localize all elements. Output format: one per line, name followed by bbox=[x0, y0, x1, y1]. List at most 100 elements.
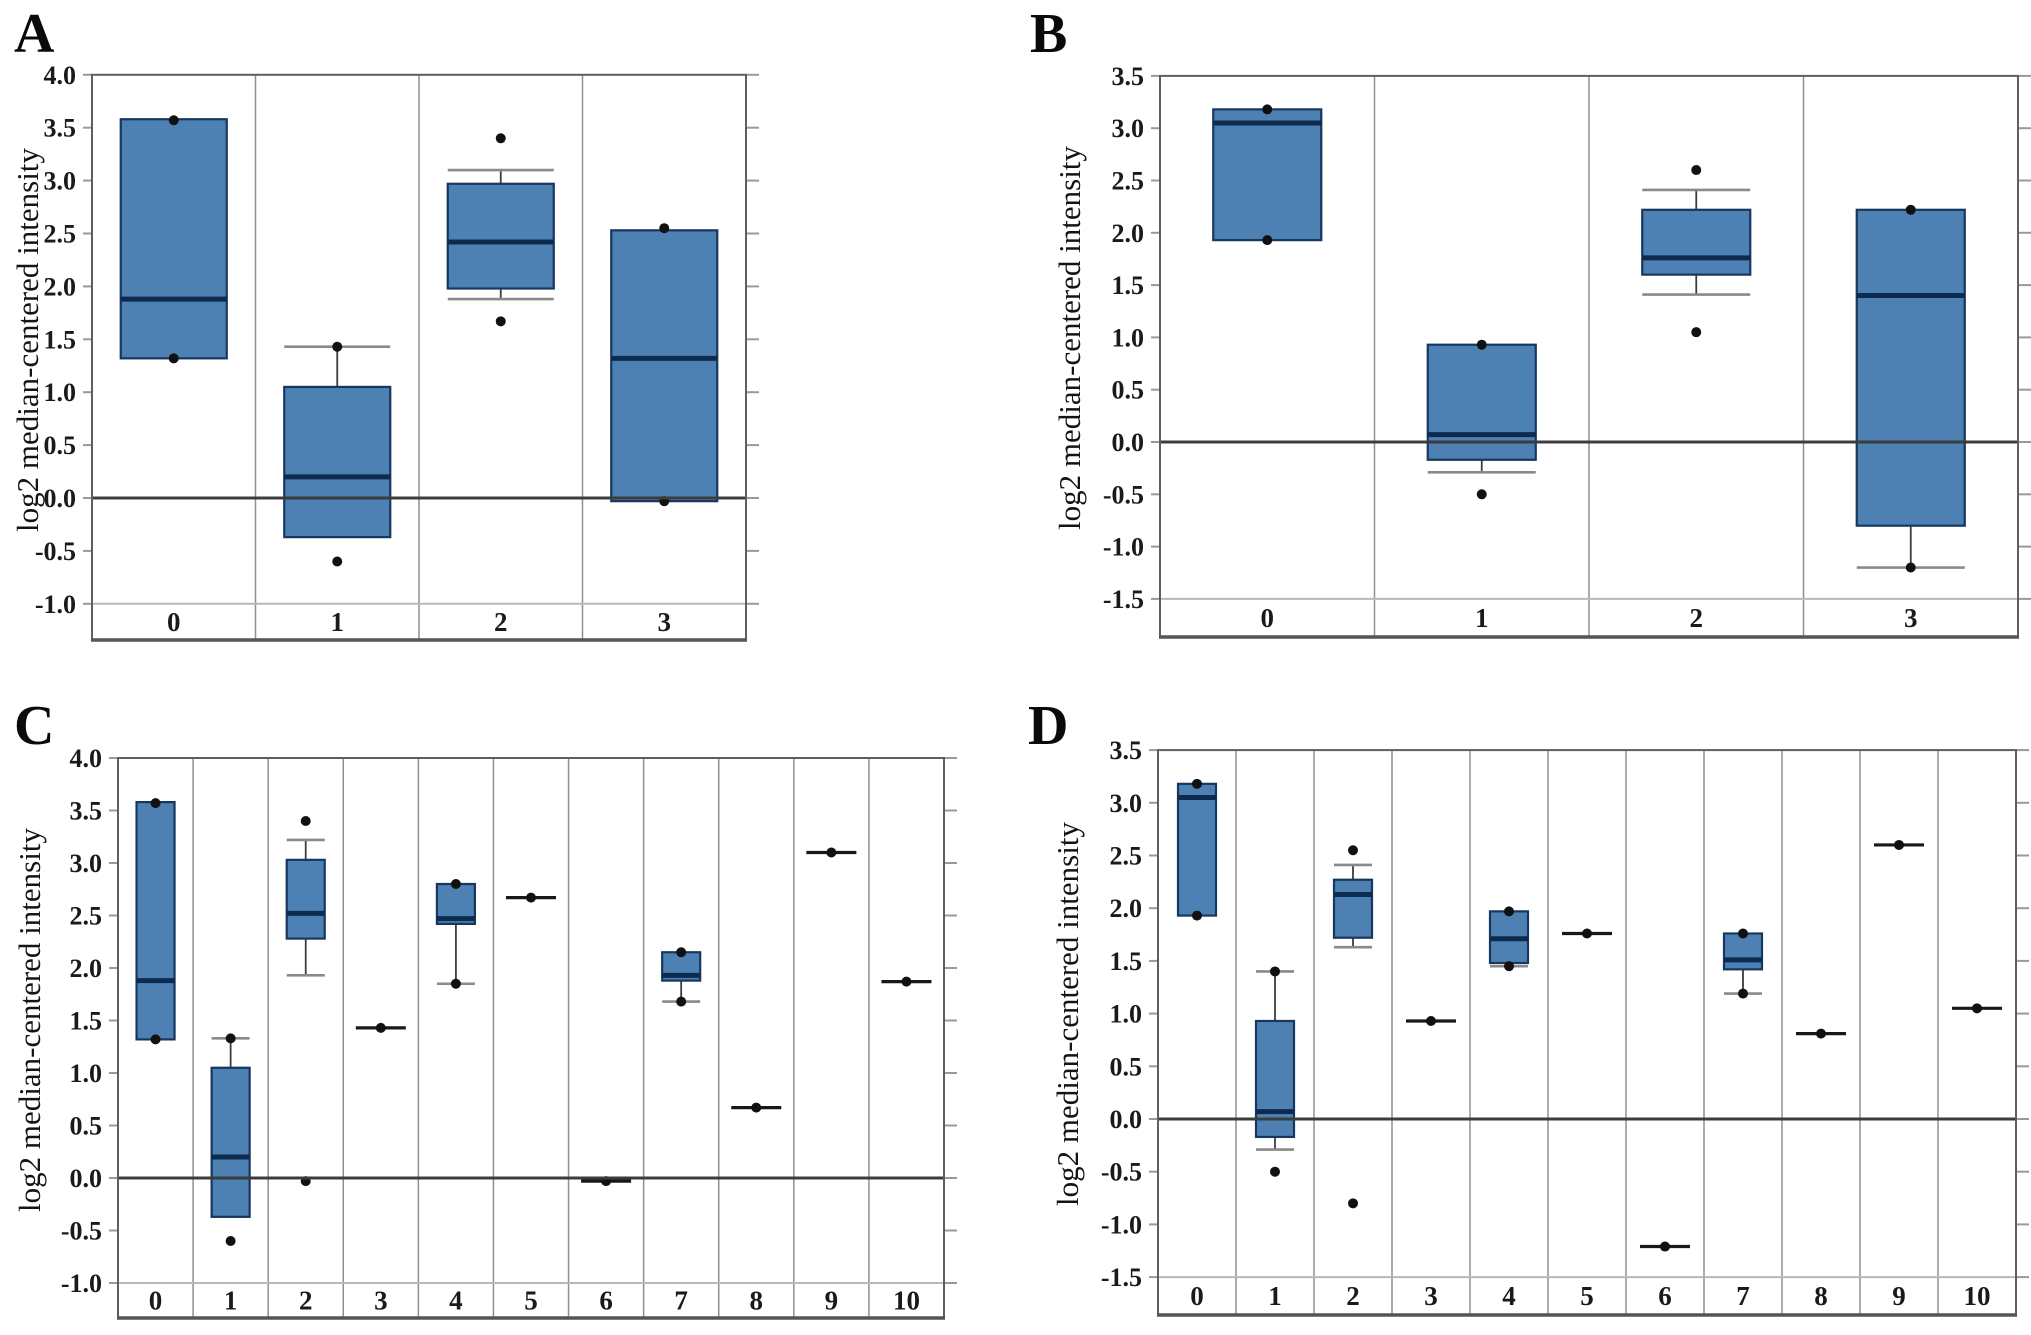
sample-point bbox=[1504, 906, 1514, 917]
iqr-box bbox=[446, 182, 555, 290]
y-tick-label: 0.5 bbox=[1112, 376, 1145, 405]
y-tick-label: 2.0 bbox=[1112, 219, 1145, 248]
sample-point bbox=[450, 978, 461, 989]
outlier-point bbox=[495, 133, 506, 144]
x-category-label: 4 bbox=[449, 1286, 463, 1316]
y-tick-label: -1.0 bbox=[1101, 1210, 1142, 1239]
x-category-label: 2 bbox=[1690, 603, 1704, 633]
panel-D: 3.5 3.0 2.5 2.0 1.5 1.0 0.5 0.0 -0.5 -1.0 -1.5 0 1 2 3… bbox=[1101, 736, 2029, 1317]
sample-point bbox=[1262, 104, 1273, 115]
sample-point bbox=[168, 115, 179, 126]
outlier-point bbox=[1270, 1166, 1280, 1177]
iqr-box bbox=[1332, 878, 1374, 939]
box-D-9 bbox=[1874, 839, 1924, 850]
single-value-point bbox=[1972, 1003, 1982, 1014]
y-tick-label: -0.5 bbox=[1103, 480, 1144, 509]
x-category-label: 7 bbox=[1736, 1281, 1750, 1311]
iqr-box bbox=[610, 229, 719, 503]
iqr-box bbox=[285, 858, 326, 940]
y-tick-label: 2.0 bbox=[1110, 894, 1143, 923]
x-category-label: 3 bbox=[1424, 1281, 1438, 1311]
outlier-point bbox=[495, 316, 506, 327]
box-C-9 bbox=[806, 847, 857, 858]
y-tick-label: 1.0 bbox=[1110, 1000, 1143, 1029]
y-tick-label: 1.0 bbox=[1112, 323, 1145, 352]
box-D-7 bbox=[1722, 928, 1764, 999]
sample-point bbox=[150, 798, 161, 809]
box-B-3 bbox=[1855, 204, 1966, 573]
panel-b-letter: B bbox=[1030, 3, 1068, 65]
y-tick-label: 2.5 bbox=[44, 220, 77, 249]
single-value-point bbox=[526, 892, 536, 903]
box-D-8 bbox=[1796, 1028, 1846, 1039]
x-category-label: 10 bbox=[893, 1286, 920, 1316]
sample-point bbox=[1192, 910, 1202, 921]
single-value-point bbox=[1894, 839, 1904, 850]
box-D-2 bbox=[1332, 845, 1374, 1209]
iqr-box bbox=[1641, 208, 1752, 276]
y-tick-label: 3.0 bbox=[1112, 114, 1145, 143]
x-category-label: 3 bbox=[1904, 603, 1918, 633]
y-tick-label: 0.5 bbox=[70, 1112, 103, 1141]
box-D-3 bbox=[1406, 1015, 1456, 1026]
outlier-point bbox=[1348, 1198, 1358, 1209]
box-C-5 bbox=[506, 892, 556, 903]
y-tick-label: 3.5 bbox=[1110, 736, 1143, 765]
y-tick-label: -0.5 bbox=[61, 1217, 102, 1246]
sample-point bbox=[1905, 204, 1916, 215]
panel-d-letter: D bbox=[1028, 695, 1069, 757]
outlier-point bbox=[225, 1236, 236, 1246]
iqr-box bbox=[1855, 208, 1966, 527]
x-category-label: 7 bbox=[674, 1286, 688, 1316]
sample-point bbox=[1905, 562, 1916, 573]
x-category-label: 9 bbox=[1892, 1281, 1906, 1311]
iqr-box bbox=[210, 1066, 251, 1218]
iqr-box bbox=[135, 800, 176, 1041]
box-A-3 bbox=[610, 223, 719, 507]
x-category-label: 1 bbox=[224, 1286, 238, 1316]
single-value-point bbox=[901, 976, 912, 987]
sample-point bbox=[1738, 928, 1748, 939]
single-value-point bbox=[751, 1102, 762, 1113]
y-tick-label: 0.0 bbox=[44, 484, 77, 513]
x-category-label: 2 bbox=[1346, 1281, 1360, 1311]
panel-B: 3.5 3.0 2.5 2.0 1.5 1.0 0.5 0.0 -0.5 -1.0 -1.5 0 1 2 3 bbox=[1103, 62, 2031, 639]
single-value-point bbox=[1582, 928, 1592, 939]
y-tick-label: 1.5 bbox=[44, 325, 77, 354]
y-tick-label: -1.5 bbox=[1103, 585, 1144, 614]
box-B-0 bbox=[1212, 104, 1323, 246]
iqr-box bbox=[1722, 932, 1764, 971]
y-tick-label: 3.0 bbox=[44, 167, 77, 196]
x-category-label: 10 bbox=[1964, 1281, 1991, 1311]
y-tick-label: 4.0 bbox=[44, 61, 77, 90]
box-D-0 bbox=[1176, 778, 1218, 921]
panel-C: 4.0 3.5 3.0 2.5 2.0 1.5 1.0 0.5 0.0 -0.5 -1.0 0 1 2 3 4… bbox=[61, 744, 957, 1320]
x-category-label: 0 bbox=[149, 1286, 163, 1316]
y-tick-label: 3.0 bbox=[1110, 789, 1143, 818]
box-C-10 bbox=[881, 976, 932, 987]
sample-point bbox=[1192, 778, 1202, 789]
x-category-label: 0 bbox=[1261, 603, 1275, 633]
box-C-2 bbox=[285, 816, 326, 1187]
sample-point bbox=[676, 996, 687, 1007]
x-category-label: 4 bbox=[1502, 1281, 1516, 1311]
y-tick-label: 2.5 bbox=[70, 902, 103, 931]
outlier-point bbox=[1348, 845, 1358, 856]
x-category-label: 5 bbox=[1580, 1281, 1594, 1311]
box-B-1 bbox=[1426, 339, 1537, 500]
outlier-point bbox=[332, 556, 343, 567]
box-D-6 bbox=[1640, 1241, 1690, 1252]
sample-point bbox=[676, 947, 687, 958]
iqr-box bbox=[283, 385, 392, 539]
y-tick-label: 3.5 bbox=[44, 114, 77, 143]
x-category-label: 5 bbox=[524, 1286, 538, 1316]
box-C-4 bbox=[435, 879, 477, 989]
y-tick-label: 2.0 bbox=[44, 272, 77, 301]
y-tick-label: 1.5 bbox=[1112, 271, 1145, 300]
sample-point bbox=[1262, 235, 1273, 246]
box-C-1 bbox=[210, 1033, 251, 1246]
sample-point bbox=[1270, 966, 1280, 977]
sample-point bbox=[450, 879, 461, 889]
